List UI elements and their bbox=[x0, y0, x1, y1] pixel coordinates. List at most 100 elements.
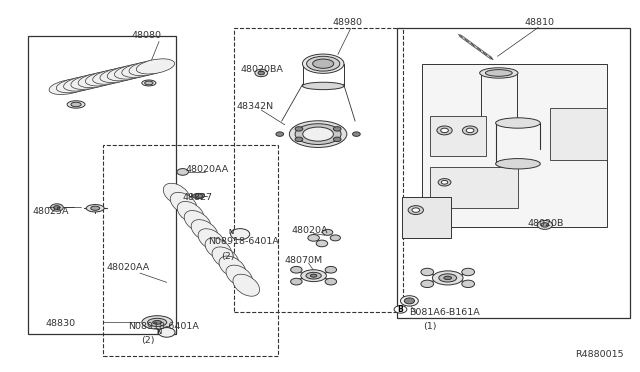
Ellipse shape bbox=[301, 270, 326, 282]
Circle shape bbox=[394, 306, 407, 313]
Ellipse shape bbox=[193, 193, 204, 199]
Ellipse shape bbox=[310, 274, 317, 277]
Ellipse shape bbox=[142, 316, 173, 329]
Ellipse shape bbox=[177, 202, 204, 224]
Text: R4880015: R4880015 bbox=[575, 350, 623, 359]
Circle shape bbox=[255, 69, 268, 77]
Circle shape bbox=[412, 208, 420, 212]
Circle shape bbox=[308, 235, 319, 241]
Circle shape bbox=[316, 240, 328, 247]
Circle shape bbox=[421, 268, 434, 276]
Text: (2): (2) bbox=[141, 336, 155, 345]
Circle shape bbox=[462, 268, 474, 276]
Circle shape bbox=[442, 180, 448, 184]
Ellipse shape bbox=[212, 247, 239, 269]
Text: N: N bbox=[228, 229, 233, 235]
Circle shape bbox=[462, 280, 474, 288]
Ellipse shape bbox=[295, 124, 341, 144]
Bar bbox=[28, 36, 176, 334]
Circle shape bbox=[159, 328, 175, 337]
Circle shape bbox=[441, 128, 449, 133]
Ellipse shape bbox=[71, 102, 81, 107]
Ellipse shape bbox=[184, 211, 211, 232]
Ellipse shape bbox=[163, 183, 190, 205]
Text: 48020AA: 48020AA bbox=[186, 165, 229, 174]
Ellipse shape bbox=[86, 205, 104, 212]
Circle shape bbox=[437, 126, 452, 135]
Circle shape bbox=[295, 127, 303, 131]
Circle shape bbox=[276, 132, 284, 137]
Circle shape bbox=[463, 126, 477, 135]
Text: (2): (2) bbox=[221, 252, 234, 261]
Circle shape bbox=[258, 71, 264, 75]
Text: 48080: 48080 bbox=[132, 31, 162, 41]
Ellipse shape bbox=[142, 80, 156, 86]
Ellipse shape bbox=[191, 219, 218, 242]
Ellipse shape bbox=[289, 121, 347, 147]
Circle shape bbox=[51, 204, 63, 211]
Ellipse shape bbox=[303, 82, 344, 90]
Circle shape bbox=[330, 235, 340, 241]
Ellipse shape bbox=[495, 158, 540, 169]
Ellipse shape bbox=[145, 81, 153, 85]
Circle shape bbox=[295, 137, 303, 142]
Text: 48025A: 48025A bbox=[33, 208, 69, 217]
Circle shape bbox=[325, 278, 337, 285]
Ellipse shape bbox=[78, 73, 116, 88]
Bar bbox=[402, 197, 451, 238]
Ellipse shape bbox=[85, 71, 124, 86]
Circle shape bbox=[537, 221, 552, 230]
Circle shape bbox=[541, 223, 548, 227]
Circle shape bbox=[421, 280, 434, 288]
Text: (1): (1) bbox=[424, 321, 437, 331]
Bar bbox=[430, 167, 518, 208]
Text: 48342N: 48342N bbox=[237, 102, 274, 111]
Ellipse shape bbox=[71, 74, 109, 89]
Ellipse shape bbox=[433, 271, 463, 285]
Text: 48020BA: 48020BA bbox=[240, 65, 283, 74]
Text: N08918-6401A: N08918-6401A bbox=[208, 237, 279, 246]
Circle shape bbox=[467, 128, 474, 133]
Text: 48020AA: 48020AA bbox=[106, 263, 149, 272]
Ellipse shape bbox=[485, 70, 512, 76]
Circle shape bbox=[401, 296, 419, 306]
Circle shape bbox=[353, 132, 360, 137]
Circle shape bbox=[323, 230, 333, 235]
Text: 48020A: 48020A bbox=[291, 226, 328, 235]
Text: 48827: 48827 bbox=[182, 193, 212, 202]
Circle shape bbox=[325, 266, 337, 273]
Ellipse shape bbox=[49, 79, 87, 94]
Circle shape bbox=[177, 169, 188, 175]
Ellipse shape bbox=[136, 59, 175, 74]
Ellipse shape bbox=[93, 69, 131, 84]
Ellipse shape bbox=[148, 318, 167, 327]
Ellipse shape bbox=[307, 56, 340, 71]
Ellipse shape bbox=[439, 274, 457, 282]
Text: 48810: 48810 bbox=[524, 19, 554, 28]
Ellipse shape bbox=[306, 272, 321, 279]
Ellipse shape bbox=[91, 206, 100, 210]
Circle shape bbox=[333, 137, 341, 142]
Ellipse shape bbox=[219, 256, 246, 278]
Circle shape bbox=[408, 206, 424, 215]
Ellipse shape bbox=[63, 76, 102, 91]
Bar bbox=[430, 116, 486, 156]
Circle shape bbox=[333, 127, 341, 131]
Ellipse shape bbox=[233, 274, 260, 296]
Bar bbox=[234, 29, 403, 312]
Ellipse shape bbox=[303, 54, 344, 73]
Text: 48070M: 48070M bbox=[285, 256, 323, 264]
Ellipse shape bbox=[479, 68, 518, 78]
Ellipse shape bbox=[198, 229, 225, 251]
Bar bbox=[103, 145, 278, 356]
Ellipse shape bbox=[226, 265, 253, 287]
Ellipse shape bbox=[56, 78, 95, 93]
Ellipse shape bbox=[100, 67, 138, 83]
Circle shape bbox=[291, 266, 302, 273]
Ellipse shape bbox=[122, 62, 160, 77]
Ellipse shape bbox=[115, 64, 153, 79]
Ellipse shape bbox=[153, 321, 162, 324]
Text: B081A6-B161A: B081A6-B161A bbox=[410, 308, 480, 317]
Bar bbox=[550, 108, 607, 160]
Circle shape bbox=[404, 298, 415, 304]
